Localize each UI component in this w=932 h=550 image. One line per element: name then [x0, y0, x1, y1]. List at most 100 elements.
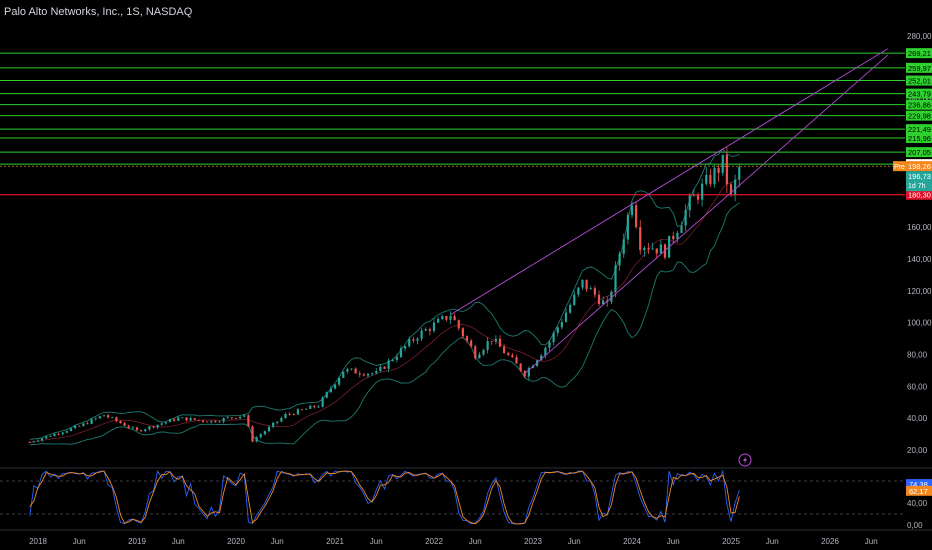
candle-body	[713, 167, 716, 185]
candle-body	[383, 366, 386, 369]
candle-body	[135, 427, 139, 431]
candle-body	[342, 371, 345, 378]
trendline	[450, 48, 888, 316]
candle-body	[65, 431, 68, 433]
x-axis-tick-label: Jun	[73, 537, 86, 546]
candle-body	[437, 318, 440, 323]
candle-body	[168, 419, 172, 423]
candle-body	[284, 413, 287, 418]
candle-body	[313, 405, 316, 408]
candle-body	[494, 338, 497, 342]
candle-body	[725, 154, 728, 185]
candle-body	[222, 418, 225, 422]
support-level-label: 180,30	[908, 191, 931, 200]
candle-body	[226, 417, 229, 419]
candle-body	[181, 417, 184, 419]
candle-body	[41, 438, 44, 441]
x-axis-tick-label: 2023	[524, 537, 542, 546]
y-axis-tick-label: 20,00	[907, 446, 928, 455]
resistance-level-label: 207,05	[908, 148, 931, 157]
candle-body	[721, 154, 724, 174]
y-axis-tick-label: 80,00	[907, 350, 928, 359]
candle-body	[560, 322, 563, 328]
candle-body	[371, 373, 374, 375]
candle-body	[230, 417, 233, 419]
candle-body	[602, 300, 605, 305]
candle-body	[593, 288, 596, 295]
candle-body	[234, 417, 238, 419]
candle-body	[131, 427, 134, 429]
pre-value-tag	[906, 161, 932, 172]
candle-body	[107, 415, 110, 418]
candle-body	[379, 366, 382, 372]
candle-body	[346, 369, 349, 372]
candle-body	[49, 436, 52, 437]
x-axis-tick-label: Jun	[667, 537, 680, 546]
candle-body	[449, 316, 452, 320]
lower-band	[29, 202, 740, 446]
candle-body	[53, 433, 56, 437]
x-axis-tick-label: 2020	[227, 537, 245, 546]
candle-body	[36, 440, 40, 442]
resistance-level-label: 221,49	[908, 125, 931, 134]
candle-body	[416, 338, 419, 341]
candle-body	[98, 416, 101, 419]
candle-body	[90, 419, 93, 424]
candle-body	[140, 430, 143, 432]
candle-body	[457, 320, 460, 329]
candle-body	[544, 347, 547, 356]
resistance-level-tag	[906, 132, 932, 143]
candle-body	[338, 377, 341, 385]
candle-body	[197, 419, 200, 421]
candle-body	[564, 312, 568, 323]
candle-body	[272, 422, 275, 427]
candle-body	[490, 341, 493, 342]
candle-body	[86, 423, 89, 425]
stoch-d-line	[29, 470, 740, 525]
candle-body	[214, 420, 217, 423]
resistance-level-label: 215,96	[908, 134, 931, 143]
candle-body	[420, 330, 423, 339]
x-axis-tick-label: Jun	[766, 537, 779, 546]
candle-body	[321, 397, 324, 407]
pre-tag-label: Pre	[894, 164, 905, 171]
candle-body	[61, 432, 64, 435]
candle-body	[164, 422, 167, 424]
x-axis-tick-label: 2018	[29, 537, 47, 546]
candle-body	[585, 279, 588, 290]
candle-body	[173, 419, 176, 421]
candle-body	[94, 418, 97, 420]
x-axis-tick-label: Jun	[568, 537, 581, 546]
candle-body	[618, 253, 621, 266]
candle-body	[647, 247, 650, 250]
candle-body	[556, 327, 559, 333]
candle-body	[696, 195, 700, 200]
resistance-level-label: 229,98	[908, 112, 931, 121]
x-axis-tick-label: 2021	[326, 537, 344, 546]
candle-body	[614, 265, 617, 292]
candle-body	[441, 316, 444, 319]
candle-body	[639, 227, 642, 251]
candle-body	[69, 428, 73, 432]
candle-body	[177, 417, 180, 421]
candle-body	[288, 413, 291, 415]
x-axis-tick-label: 2022	[425, 537, 443, 546]
candle-body	[78, 425, 81, 427]
candle-body	[201, 420, 205, 422]
stoch-d-label: 62,17	[909, 487, 928, 496]
candle-body	[57, 433, 60, 435]
candle-body	[432, 322, 436, 331]
candle-body	[643, 247, 646, 251]
stoch-k-label: 74,38	[909, 480, 928, 489]
candle-body	[189, 418, 192, 421]
lightning-icon-glyph	[743, 456, 747, 464]
candle-body	[309, 405, 312, 409]
candle-body	[127, 425, 130, 428]
candle-body	[375, 371, 378, 374]
candle-body	[206, 421, 209, 423]
candle-body	[503, 346, 506, 354]
resistance-level-label: 236,86	[908, 101, 931, 110]
candle-body	[569, 304, 572, 313]
resistance-level-label: 243,79	[908, 90, 931, 99]
